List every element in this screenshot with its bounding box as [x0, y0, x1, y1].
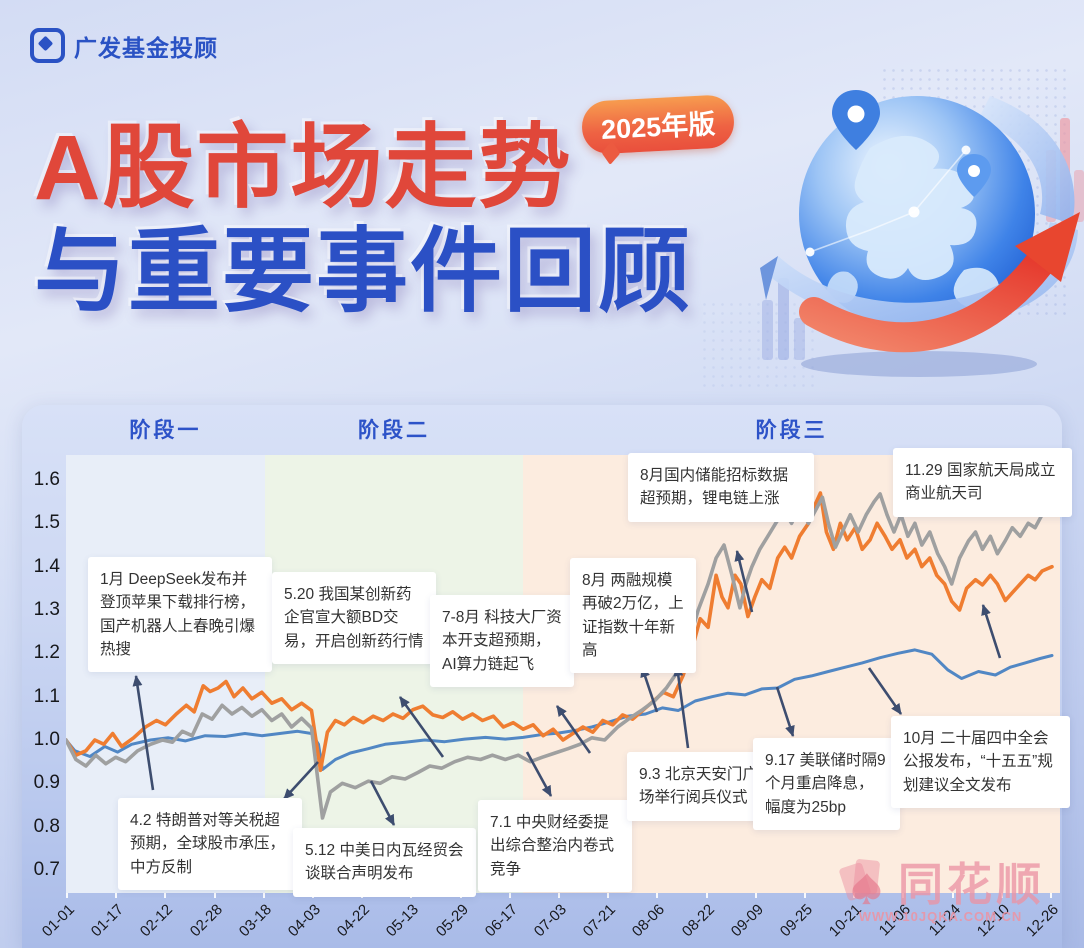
y-axis-label: 1.5: [33, 512, 60, 534]
event-annotation-tariff: 4.2 特朗普对等关税超预期，全球股市承压，中方反制: [118, 798, 302, 890]
x-axis-tick: [804, 893, 806, 898]
watermark-url: WWW.10JQKA.COM.CN: [858, 909, 1023, 924]
y-axis-label: 0.8: [33, 815, 60, 837]
x-axis-tick: [902, 893, 905, 898]
x-axis-tick: [66, 893, 68, 898]
phase-label: 阶段三: [755, 419, 828, 442]
tonghuashun-watermark: 同花顺 WWW.10JQKA.COM.CN: [836, 848, 1045, 924]
y-axis-label: 1.3: [33, 599, 60, 620]
globe-illustration: [760, 90, 1080, 377]
main-title-line1: A股市场走势: [34, 117, 573, 219]
bar-deco: [778, 278, 789, 360]
brand-name: 广发基金投顾: [74, 34, 218, 61]
x-axis-tick: [508, 893, 511, 898]
x-axis-tick: [262, 893, 265, 898]
x-axis-tick: [705, 893, 708, 898]
x-axis-tick: [558, 893, 560, 898]
gf-fund-logo-icon: [30, 28, 65, 63]
main-title-line2: 与重要事件回顾: [34, 221, 693, 323]
event-annotation-capex: 7-8月 科技大厂资本开支超预期，AI算力链起飞: [430, 595, 574, 687]
x-axis-tick: [607, 893, 610, 898]
event-annotation-fed: 9.17 美联储时隔9个月重启降息，幅度为25bp: [753, 738, 900, 830]
x-axis-tick: [115, 893, 118, 898]
x-axis-tick: [951, 893, 954, 898]
y-axis-label: 1.6: [33, 469, 60, 490]
y-axis-label: 1.4: [33, 555, 60, 577]
bar-deco: [762, 300, 773, 360]
watermark-name: 同花顺: [898, 859, 1046, 910]
edition-badge: 2025年版: [580, 94, 736, 155]
y-axis-label: 1.0: [33, 729, 60, 750]
event-annotation-parade: 9.3 北京天安门广场举行阅兵仪式: [627, 752, 770, 821]
event-annotation-geneva: 5.12 中美日内瓦经贸会谈联合声明发布: [293, 828, 476, 897]
orange-index-line: [66, 491, 1054, 773]
y-axis-label: 1.2: [33, 642, 60, 664]
x-axis-tick: [656, 893, 659, 898]
x-axis-tick: [164, 893, 167, 898]
bar-deco: [794, 318, 805, 360]
event-annotation-innov-drug: 5.20 我国某创新药企官宣大额BD交易，开启创新药行情: [272, 572, 436, 664]
y-axis-label: 0.9: [33, 772, 60, 794]
event-annotation-plenum: 10月 二十届四中全会公报发布，“十五五”规划建议全文发布: [891, 716, 1070, 808]
bar-deco: [1074, 170, 1084, 222]
event-annotation-margin: 8月 两融规模再破2万亿，上证指数十年新高: [570, 558, 696, 673]
event-annotation-space: 11.29 国家航天局成立商业航天司: [893, 448, 1072, 517]
brand-logo: 广发基金投顾: [30, 28, 218, 63]
x-axis-tick: [1050, 893, 1052, 898]
phase-label: 阶段二: [358, 419, 431, 442]
event-annotation-storage: 8月国内储能招标数据超预期，锂电链上涨: [628, 453, 814, 522]
event-annotation-deepseek: 1月 DeepSeek发布并登顶苹果下载排行榜，国产机器人上春晚引爆热搜: [88, 557, 272, 672]
event-annotation-neijuan: 7.1 中央财经委提出综合整治内卷式竞争: [478, 800, 632, 892]
x-axis-tick: [754, 893, 757, 898]
x-axis-tick: [1000, 893, 1003, 898]
x-axis-tick: [213, 893, 216, 898]
phase-label: 阶段一: [129, 419, 202, 442]
spade-cards-icon: [839, 858, 881, 904]
y-axis-label: 1.1: [33, 685, 60, 707]
y-axis-label: 0.7: [33, 859, 60, 880]
